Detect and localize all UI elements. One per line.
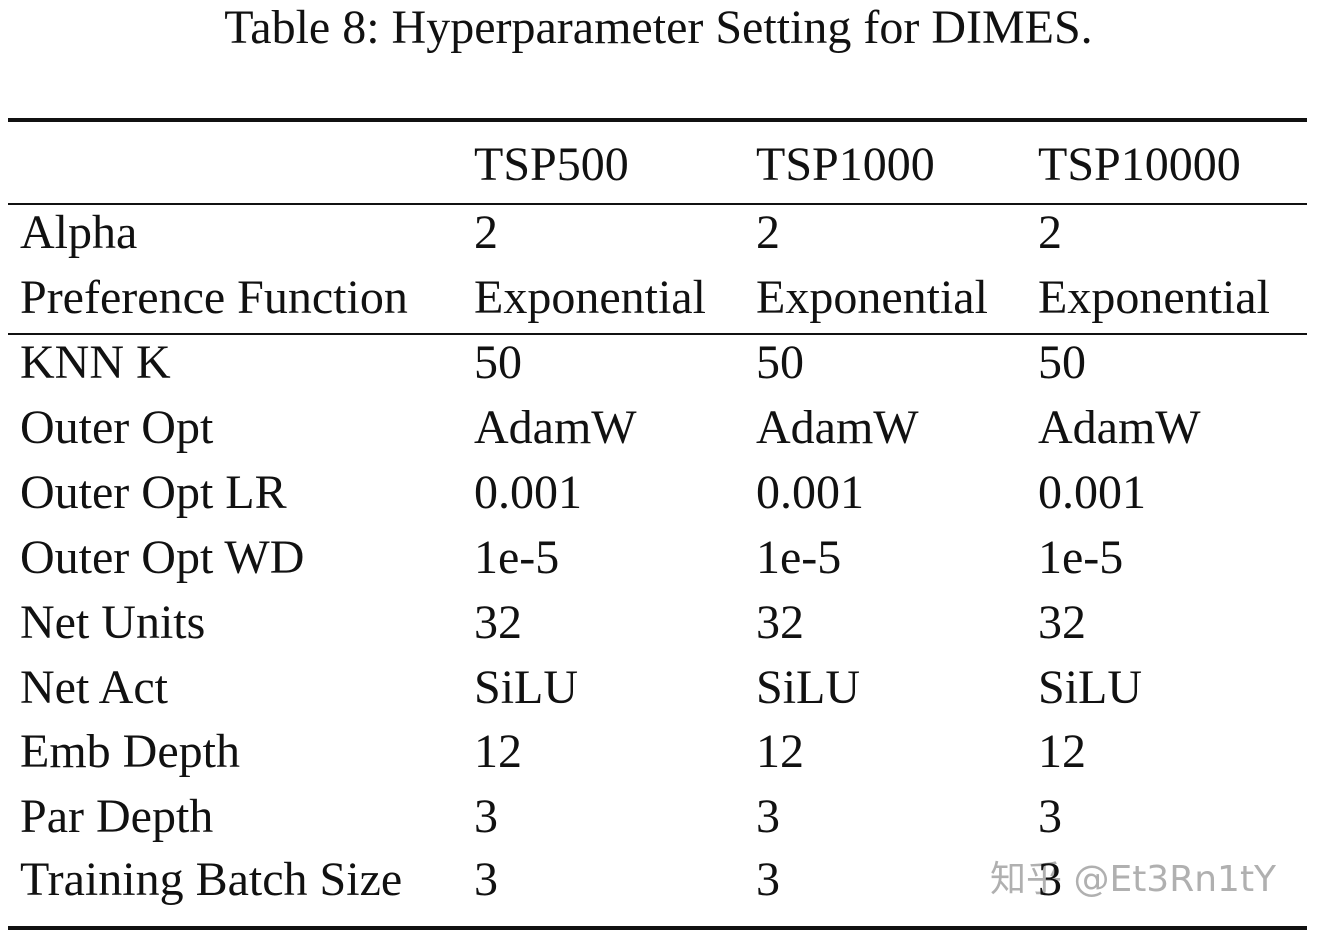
table-cell: 2 bbox=[1038, 206, 1062, 259]
table-cell: Exponential bbox=[756, 271, 988, 324]
table-cell: 50 bbox=[474, 336, 522, 389]
row-label: Preference Function bbox=[20, 271, 408, 324]
table-cell: 1e-5 bbox=[1038, 531, 1124, 584]
row-label: Outer Opt LR bbox=[20, 466, 287, 519]
watermark: 知乎 @Et3Rn1tY bbox=[990, 859, 1277, 900]
header-cell: TSP1000 bbox=[756, 138, 935, 191]
top-rule bbox=[8, 118, 1307, 122]
table-cell: 32 bbox=[474, 596, 522, 649]
table-cell: 0.001 bbox=[756, 466, 864, 519]
mid-rule bbox=[8, 333, 1307, 335]
table-cell: AdamW bbox=[1038, 401, 1201, 454]
header-cell: TSP500 bbox=[474, 138, 629, 191]
table-cell: 0.001 bbox=[1038, 466, 1146, 519]
table-cell: AdamW bbox=[474, 401, 637, 454]
table-cell: 50 bbox=[1038, 336, 1086, 389]
table-cell: 3 bbox=[756, 790, 780, 843]
row-label: Net Act bbox=[20, 661, 168, 714]
table-cell: 1e-5 bbox=[756, 531, 842, 584]
table-cell: 3 bbox=[1038, 853, 1062, 906]
header-rule bbox=[8, 203, 1307, 205]
row-label: Alpha bbox=[20, 206, 138, 259]
table-cell: 32 bbox=[1038, 596, 1086, 649]
table-cell: 1e-5 bbox=[474, 531, 560, 584]
table-cell: 3 bbox=[1038, 790, 1062, 843]
row-label: Outer Opt bbox=[20, 401, 214, 454]
row-label: Net Units bbox=[20, 596, 206, 649]
table-cell: SiLU bbox=[756, 661, 861, 714]
table-cell: 3 bbox=[756, 853, 780, 906]
table-cell: 12 bbox=[474, 725, 522, 778]
table-cell: Exponential bbox=[474, 271, 706, 324]
header-cell: TSP10000 bbox=[1038, 138, 1241, 191]
table-cell: AdamW bbox=[756, 401, 919, 454]
table-cell: 2 bbox=[756, 206, 780, 259]
table-cell: SiLU bbox=[474, 661, 579, 714]
table-cell: 2 bbox=[474, 206, 498, 259]
row-label: Outer Opt WD bbox=[20, 531, 305, 584]
row-label: Par Depth bbox=[20, 790, 214, 843]
table-cell: SiLU bbox=[1038, 661, 1143, 714]
table-cell: 32 bbox=[756, 596, 804, 649]
table-cell: Exponential bbox=[1038, 271, 1270, 324]
row-label: Training Batch Size bbox=[20, 853, 403, 906]
bottom-rule bbox=[8, 926, 1307, 930]
table-cell: 0.001 bbox=[474, 466, 582, 519]
row-label: Emb Depth bbox=[20, 725, 240, 778]
table-cell: 12 bbox=[756, 725, 804, 778]
table-title: Table 8: Hyperparameter Setting for DIME… bbox=[224, 1, 1093, 54]
row-label: KNN K bbox=[20, 336, 171, 389]
table-cell: 50 bbox=[756, 336, 804, 389]
table-cell: 3 bbox=[474, 790, 498, 843]
table-cell: 3 bbox=[474, 853, 498, 906]
table-cell: 12 bbox=[1038, 725, 1086, 778]
